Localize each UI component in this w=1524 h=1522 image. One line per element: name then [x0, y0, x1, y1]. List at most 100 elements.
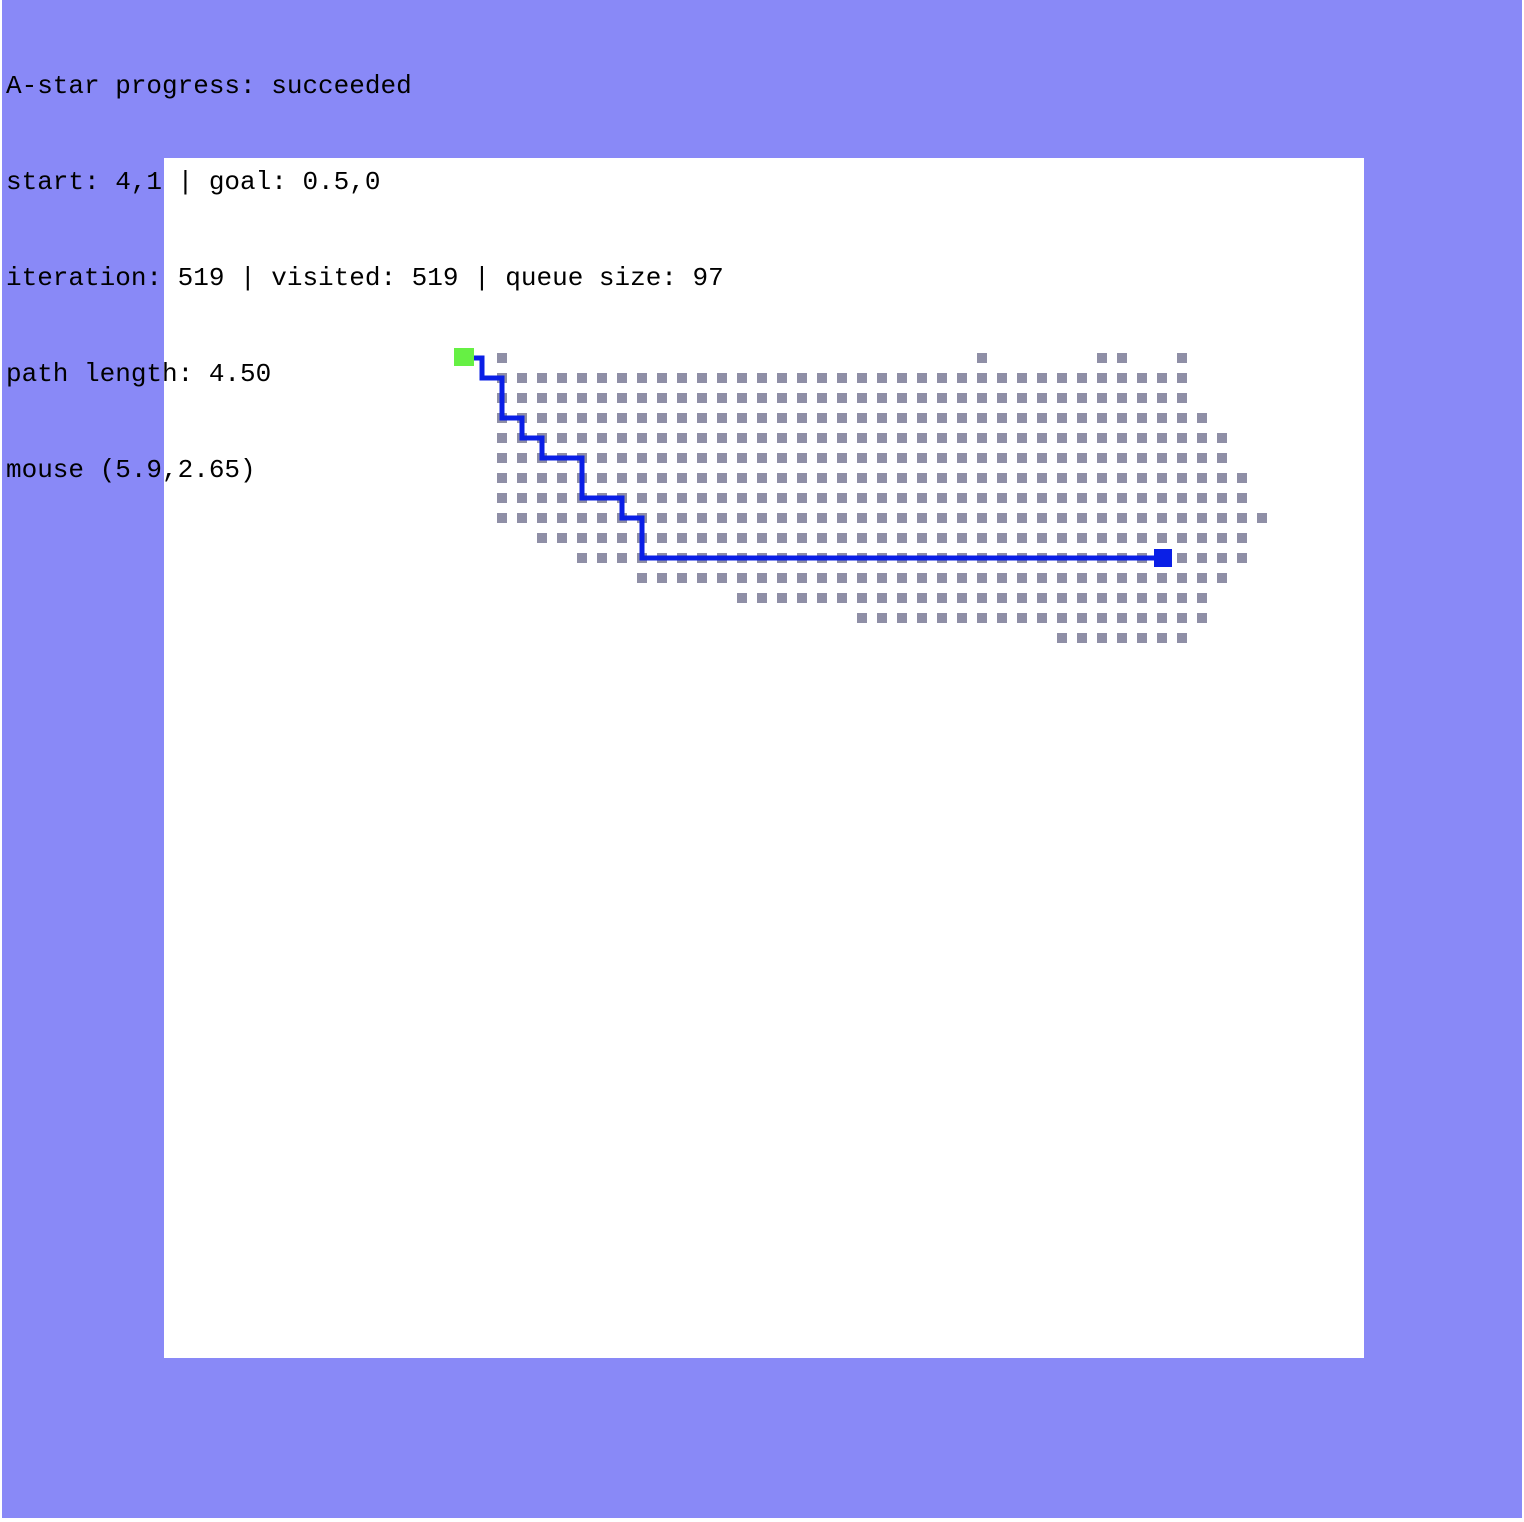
- visited-cell: [1237, 493, 1247, 503]
- visited-cell: [777, 593, 787, 603]
- visited-cell: [877, 433, 887, 443]
- visited-cell: [937, 573, 947, 583]
- search-grid-canvas[interactable]: [164, 158, 1364, 1358]
- visited-cell: [837, 573, 847, 583]
- visited-cell: [957, 433, 967, 443]
- visited-cell: [977, 433, 987, 443]
- visited-cell: [957, 373, 967, 383]
- visited-cell: [717, 473, 727, 483]
- visited-cell: [617, 473, 627, 483]
- visited-cell: [497, 453, 507, 463]
- visited-cell: [897, 433, 907, 443]
- visited-cell: [917, 513, 927, 523]
- visited-cell: [597, 533, 607, 543]
- visited-cell: [1217, 493, 1227, 503]
- visited-cell: [797, 493, 807, 503]
- visited-cell: [1157, 533, 1167, 543]
- visited-cell: [497, 473, 507, 483]
- visited-cell: [617, 373, 627, 383]
- visited-cell: [597, 473, 607, 483]
- visited-cell: [617, 433, 627, 443]
- visited-cell: [1077, 573, 1087, 583]
- goal-marker[interactable]: [1154, 549, 1172, 567]
- search-grid-board[interactable]: [164, 158, 1364, 1358]
- visited-cell: [877, 393, 887, 403]
- visited-cell: [637, 373, 647, 383]
- visited-cell: [1197, 413, 1207, 423]
- visited-cell: [857, 453, 867, 463]
- visited-cell: [897, 613, 907, 623]
- visited-cell: [1137, 493, 1147, 503]
- visited-cell: [997, 453, 1007, 463]
- visited-cell: [857, 513, 867, 523]
- visited-cell: [997, 413, 1007, 423]
- visited-cell: [497, 493, 507, 503]
- visited-cell: [1037, 433, 1047, 443]
- visited-cell: [957, 473, 967, 483]
- visited-cell: [1057, 453, 1067, 463]
- visited-cell: [757, 413, 767, 423]
- visited-cell: [1017, 473, 1027, 483]
- visited-cell: [637, 573, 647, 583]
- visited-cell: [897, 413, 907, 423]
- visited-cell: [1017, 613, 1027, 623]
- visited-cell: [1197, 513, 1207, 523]
- visited-cell: [777, 413, 787, 423]
- visited-cell: [1197, 473, 1207, 483]
- start-marker[interactable]: [454, 348, 474, 366]
- visited-cell: [937, 613, 947, 623]
- visited-cell: [1037, 573, 1047, 583]
- visited-cell: [937, 593, 947, 603]
- visited-cell: [957, 493, 967, 503]
- visited-cell: [757, 433, 767, 443]
- visited-cell: [997, 373, 1007, 383]
- visited-cell: [977, 573, 987, 583]
- visited-cell: [637, 433, 647, 443]
- visited-cell: [1177, 553, 1187, 563]
- visited-cell: [817, 473, 827, 483]
- visited-cell: [1037, 453, 1047, 463]
- visited-cell: [1177, 513, 1187, 523]
- visited-cell: [1157, 593, 1167, 603]
- visited-cell: [977, 353, 987, 363]
- visited-cell: [1037, 493, 1047, 503]
- visited-cell: [817, 593, 827, 603]
- visited-cell: [797, 513, 807, 523]
- visited-cell: [657, 393, 667, 403]
- visited-cell: [817, 533, 827, 543]
- visited-cell: [777, 533, 787, 543]
- visited-cell: [1117, 573, 1127, 583]
- visited-cell: [837, 413, 847, 423]
- visited-cell: [1057, 393, 1067, 403]
- visited-cell: [1117, 513, 1127, 523]
- visited-cell: [677, 473, 687, 483]
- visited-cell: [817, 573, 827, 583]
- visited-cell: [957, 533, 967, 543]
- visited-cell: [1177, 413, 1187, 423]
- visited-cell: [877, 573, 887, 583]
- visited-cell: [1097, 633, 1107, 643]
- visited-cell: [997, 513, 1007, 523]
- visited-cell: [877, 533, 887, 543]
- visited-cell: [877, 473, 887, 483]
- visited-cell: [677, 393, 687, 403]
- visited-cell: [877, 593, 887, 603]
- visited-cell: [677, 433, 687, 443]
- visited-cell: [1157, 413, 1167, 423]
- visited-cell: [1177, 433, 1187, 443]
- visited-cell: [1117, 393, 1127, 403]
- visited-cell: [797, 373, 807, 383]
- visited-cell: [1057, 613, 1067, 623]
- visited-cell: [937, 393, 947, 403]
- visited-cell: [857, 413, 867, 423]
- visited-cell: [1137, 473, 1147, 483]
- visited-cell: [1157, 453, 1167, 463]
- visited-cell: [637, 413, 647, 423]
- visited-cell: [1017, 533, 1027, 543]
- visited-cell: [1177, 573, 1187, 583]
- visited-cell: [1117, 493, 1127, 503]
- progress-status-text: A-star progress: succeeded: [6, 71, 412, 101]
- visited-cell: [1237, 533, 1247, 543]
- visited-cell: [1077, 533, 1087, 543]
